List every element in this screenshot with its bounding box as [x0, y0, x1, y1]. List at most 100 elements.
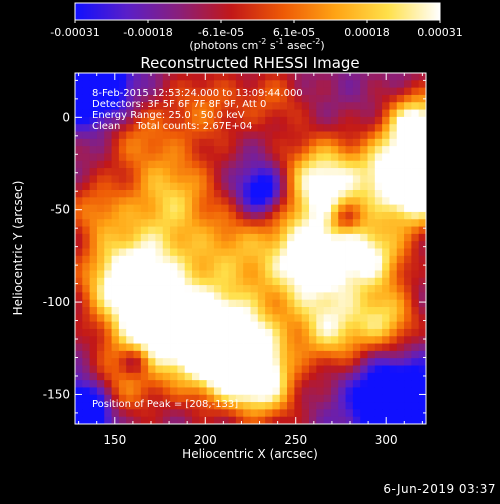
heatmap-cell — [118, 372, 127, 381]
heatmap-cell — [228, 219, 237, 227]
heatmap-cell — [330, 277, 339, 286]
heatmap-cell — [148, 160, 156, 169]
heatmap-cell — [170, 387, 178, 396]
heatmap-cell — [170, 299, 178, 308]
plot-frame — [74, 72, 427, 425]
heatmap-cell — [389, 204, 398, 213]
heatmap-cell — [309, 109, 317, 118]
heatmap-cell — [323, 307, 332, 315]
heatmap-cell — [243, 175, 251, 184]
heatmap-cell — [382, 182, 390, 191]
heatmap-cell — [250, 387, 259, 396]
heatmap-cell — [75, 204, 83, 213]
heatmap-cell — [374, 350, 383, 359]
heatmap-cell — [309, 102, 317, 110]
heatmap-cell — [345, 307, 354, 315]
heatmap-cell — [228, 182, 237, 191]
heatmap-cell — [177, 146, 186, 154]
heatmap-cell — [228, 402, 237, 410]
heatmap-cell — [382, 255, 390, 264]
heatmap-cell — [382, 263, 390, 271]
heatmap-cell — [279, 321, 288, 330]
heatmap-cell — [155, 248, 164, 257]
heatmap-cell — [155, 387, 164, 396]
heatmap-cell — [411, 160, 420, 169]
heatmap-cell — [89, 343, 98, 352]
heatmap-cell — [279, 336, 288, 344]
heatmap-cell — [111, 365, 120, 374]
heatmap-cell — [199, 153, 208, 162]
heatmap-cell — [396, 343, 405, 352]
heatmap-cell — [213, 307, 222, 315]
heatmap-cell — [272, 190, 281, 198]
heatmap-cell — [374, 109, 383, 118]
heatmap-cell — [338, 336, 346, 344]
heatmap-cell — [228, 380, 237, 388]
heatmap-cell — [82, 380, 91, 388]
heatmap-cell — [170, 277, 178, 286]
heatmap-cell — [206, 241, 215, 249]
heatmap-cell — [235, 94, 244, 103]
heatmap-cell — [140, 190, 149, 198]
heatmap-cell — [294, 285, 303, 293]
heatmap-cell — [221, 350, 229, 359]
chart-title: Reconstructed RHESSI Image — [140, 54, 359, 72]
heatmap-cell — [177, 219, 186, 227]
heatmap-cell — [89, 116, 98, 125]
heatmap-cell — [367, 387, 376, 396]
heatmap-cell — [140, 116, 149, 125]
heatmap-cell — [301, 321, 310, 330]
heatmap-cell — [294, 299, 303, 308]
heatmap-cell — [148, 211, 156, 220]
heatmap-cell — [133, 336, 142, 344]
heatmap-cell — [192, 116, 200, 125]
heatmap-cell — [133, 350, 142, 359]
heatmap-cell — [228, 168, 237, 176]
heatmap-cell — [104, 175, 112, 184]
heatmap-cell — [279, 255, 288, 264]
heatmap-cell — [404, 299, 412, 308]
heatmap-cell — [177, 211, 186, 220]
heatmap-cell — [250, 277, 259, 286]
heatmap-cell — [89, 241, 98, 249]
heatmap-cell — [404, 358, 412, 366]
heatmap-cell — [243, 285, 251, 293]
heatmap-cell — [265, 175, 273, 184]
heatmap-cell — [118, 219, 127, 227]
heatmap-cell — [206, 219, 215, 227]
heatmap-cell — [367, 299, 376, 308]
heatmap-cell — [323, 233, 332, 242]
heatmap-cell — [404, 175, 412, 184]
heatmap-cell — [126, 350, 134, 359]
heatmap-cell — [140, 102, 149, 110]
heatmap-cell — [184, 153, 193, 162]
heatmap-cell — [221, 307, 229, 315]
heatmap-cell — [221, 138, 229, 147]
heatmap-cell — [162, 233, 171, 242]
heatmap-cell — [235, 211, 244, 220]
heatmap-cell — [287, 336, 295, 344]
heatmap-cell — [338, 102, 346, 110]
heatmap-cell — [148, 190, 156, 198]
heatmap-cell — [330, 160, 339, 169]
heatmap-cell — [75, 124, 83, 132]
heatmap-cell — [301, 328, 310, 337]
heatmap-cell — [170, 255, 178, 264]
heatmap-cell — [111, 292, 120, 301]
heatmap-cell — [265, 277, 273, 286]
heatmap-cell — [243, 160, 251, 169]
heatmap-cell — [309, 175, 317, 184]
heatmap-cell — [126, 204, 134, 213]
heatmap-cell — [118, 307, 127, 315]
heatmap-cell — [177, 124, 186, 132]
heatmap-cell — [309, 168, 317, 176]
heatmap-cell — [148, 175, 156, 184]
heatmap-cell — [352, 204, 361, 213]
heatmap-cell — [257, 380, 266, 388]
heatmap-cell — [133, 307, 142, 315]
heatmap-cell — [243, 146, 251, 154]
heatmap-cell — [316, 211, 325, 220]
heatmap-cell — [345, 73, 354, 81]
heatmap-cell — [82, 343, 91, 352]
heatmap-cell — [140, 343, 149, 352]
